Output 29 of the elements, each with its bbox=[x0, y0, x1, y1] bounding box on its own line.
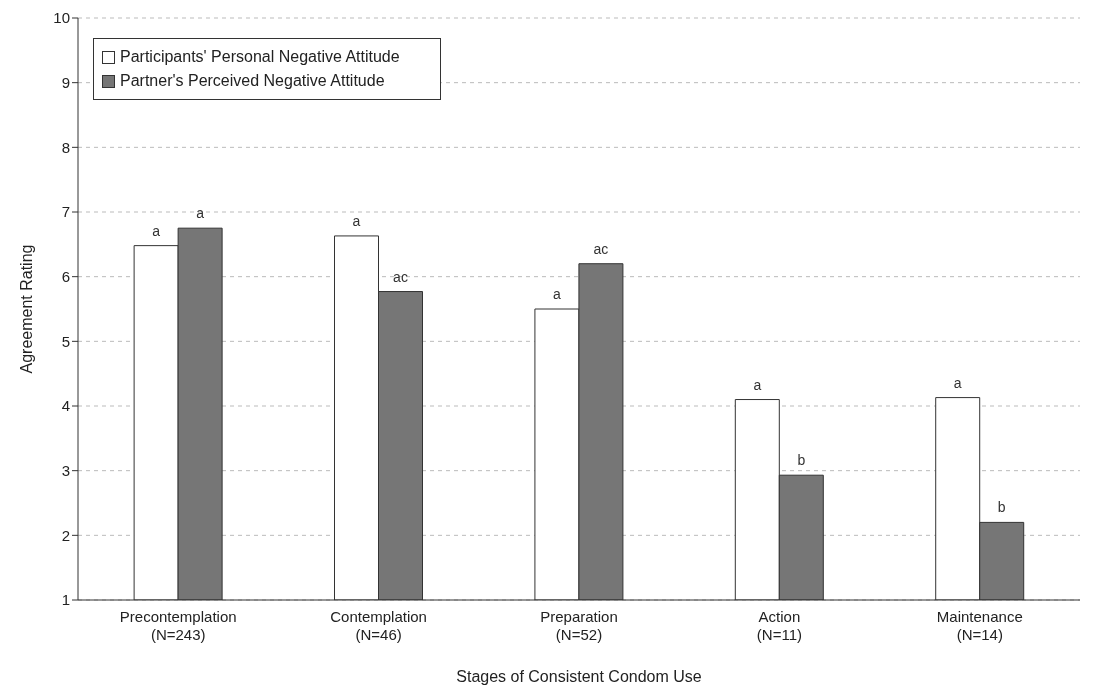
x-tick-label: Maintenance (N=14) bbox=[936, 608, 1023, 643]
legend-label: Participants' Personal Negative Attitude bbox=[119, 47, 401, 67]
y-tick-label: 10 bbox=[53, 9, 70, 27]
annotation: a bbox=[753, 376, 762, 393]
annotation: a bbox=[196, 205, 205, 222]
annotation: a bbox=[352, 212, 361, 229]
annotation: b bbox=[797, 452, 806, 469]
y-tick-label: 8 bbox=[61, 138, 70, 156]
x-tick-label: Contemplation (N=46) bbox=[330, 608, 427, 643]
legend-label: Partner's Perceived Negative Attitude bbox=[119, 71, 386, 91]
annotation: a bbox=[152, 222, 161, 239]
x-tick-label: Preparation (N=52) bbox=[540, 608, 618, 643]
y-tick-label: 6 bbox=[61, 267, 70, 285]
x-axis-title: Stages of Consistent Condom Use bbox=[456, 668, 702, 685]
annotation: ac bbox=[593, 240, 609, 257]
annotation: a bbox=[953, 374, 962, 391]
y-tick-label: 4 bbox=[61, 397, 70, 415]
x-tick-label: Action (N=11) bbox=[756, 608, 802, 643]
y-tick-label: 9 bbox=[61, 73, 70, 91]
y-tick-label: 7 bbox=[61, 203, 70, 221]
y-axis-title: Agreement Rating bbox=[17, 244, 35, 374]
y-tick-label: 5 bbox=[61, 332, 70, 350]
y-tick-label: 1 bbox=[61, 591, 70, 609]
y-tick-label: 2 bbox=[61, 526, 70, 544]
x-tick-label: Precontemplation (N=243) bbox=[119, 608, 237, 643]
annotation: a bbox=[553, 286, 562, 302]
y-tick-label: 3 bbox=[61, 461, 70, 479]
annotation: b bbox=[997, 499, 1006, 516]
annotation: ac bbox=[393, 268, 408, 285]
